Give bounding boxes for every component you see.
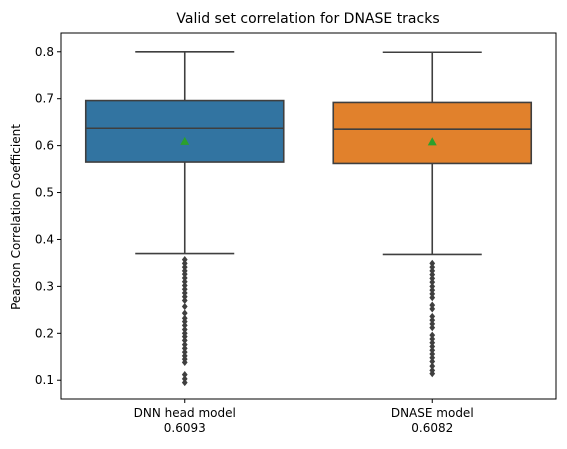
outlier-point (181, 259, 188, 267)
outlier-point (181, 375, 188, 383)
box-group-2 (332, 51, 533, 378)
chart-title: Valid set correlation for DNASE tracks (176, 11, 439, 27)
x-tick-sublabel: 0.6082 (411, 421, 453, 435)
outlier-point (429, 324, 436, 332)
outlier-point (429, 350, 436, 358)
outlier-point (181, 270, 188, 278)
outlier-point (429, 312, 436, 321)
outlier-point (429, 370, 436, 378)
outlier-point (181, 371, 188, 379)
outlier-point (181, 321, 188, 329)
outlier-point (429, 320, 436, 328)
outlier-point (429, 362, 436, 370)
y-tick-label: 0.7 (35, 92, 54, 106)
outlier-point (181, 378, 188, 387)
outlier-point (181, 344, 188, 352)
x-tick-sublabel: 0.6093 (164, 421, 206, 435)
outlier-point (181, 325, 188, 334)
outlier-point (181, 336, 188, 344)
iqr-box (84, 99, 285, 163)
outlier-point (429, 271, 436, 279)
outlier-point (429, 286, 436, 294)
outlier-point (429, 301, 436, 309)
outlier-point (181, 296, 188, 305)
y-axis-label: Pearson Correlation Coefficient (9, 124, 23, 310)
outlier-point (429, 282, 436, 290)
outlier-point (429, 339, 436, 347)
outlier-point (429, 274, 436, 283)
outlier-point (181, 274, 188, 282)
y-tick-label: 0.1 (35, 373, 54, 387)
outlier-point (429, 354, 436, 362)
outlier-point (181, 309, 188, 317)
box-group-1 (84, 50, 285, 387)
outlier-point (181, 263, 188, 271)
outlier-point (181, 348, 188, 356)
y-tick-label: 0.6 (35, 139, 54, 153)
outlier-point (181, 281, 188, 290)
outlier-point (181, 278, 188, 286)
outlier-point (181, 332, 188, 341)
x-tick-label: DNN head model (134, 406, 236, 420)
outlier-point (429, 331, 436, 339)
outlier-point (429, 335, 436, 343)
iqr-box (332, 101, 533, 165)
outlier-point (429, 342, 436, 351)
plot-frame (60, 32, 557, 400)
outlier-point (429, 346, 436, 354)
y-tick-label: 0.2 (35, 326, 54, 340)
outlier-point (429, 357, 436, 366)
mean-marker (180, 136, 190, 145)
outlier-point (181, 340, 188, 349)
outlier-point (429, 259, 436, 267)
outlier-point (429, 278, 436, 286)
y-axis: 0.1 0.2 0.3 0.4 0.5 0.6 0.7 0.8 (35, 45, 61, 387)
y-tick-label: 0.3 (35, 279, 54, 293)
outlier-point (429, 305, 436, 313)
outlier-point (181, 289, 188, 297)
y-tick-label: 0.5 (35, 186, 54, 200)
outlier-point (429, 290, 436, 298)
x-tick-label: DNASE model (391, 406, 474, 420)
mean-marker (427, 137, 437, 146)
plot-area (84, 50, 533, 387)
outlier-point (429, 267, 436, 275)
outlier-point (429, 263, 436, 271)
y-tick-label: 0.8 (35, 45, 54, 59)
outlier-point (181, 358, 188, 366)
outlier-point (181, 285, 188, 293)
outlier-point (429, 294, 436, 302)
outlier-point (181, 317, 188, 326)
y-tick-label: 0.4 (35, 232, 54, 246)
outlier-point (181, 256, 188, 264)
outlier-point (181, 293, 188, 301)
outlier-point (429, 316, 436, 324)
outlier-point (181, 302, 188, 311)
